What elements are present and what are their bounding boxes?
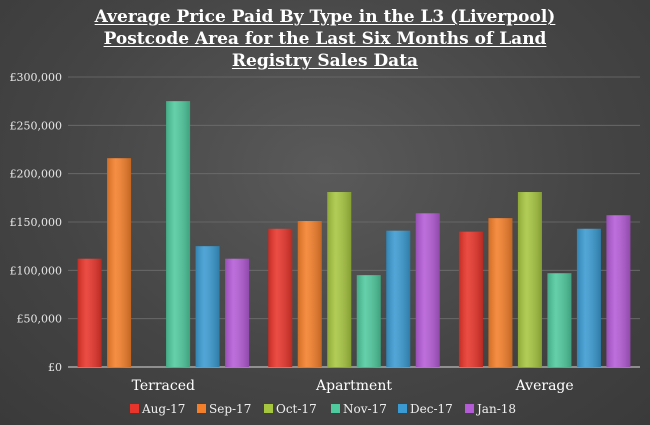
bar-shade bbox=[458, 231, 483, 367]
bar-dec-17-average bbox=[576, 228, 601, 367]
legend-swatch bbox=[398, 404, 407, 413]
bars bbox=[77, 101, 631, 368]
bar-shade bbox=[606, 215, 631, 367]
chart-title: Average Price Paid By Type in the L3 (Li… bbox=[94, 7, 556, 71]
bar-shade bbox=[297, 221, 322, 367]
bar-shade bbox=[547, 273, 572, 367]
bar-nov-17-average bbox=[547, 273, 572, 367]
legend-item: Sep-17 bbox=[197, 402, 251, 416]
bar-oct-17-average bbox=[517, 192, 542, 367]
bar-sep-17-apartment bbox=[297, 221, 322, 367]
bar-nov-17-terraced bbox=[166, 101, 191, 368]
bar-shade bbox=[166, 101, 191, 368]
legend-item: Nov-17 bbox=[331, 402, 387, 416]
bar-shade bbox=[517, 192, 542, 367]
legend-label: Oct-17 bbox=[276, 402, 317, 416]
bar-shade bbox=[576, 228, 601, 367]
category-label: Terraced bbox=[132, 378, 195, 394]
bar-shade bbox=[195, 246, 220, 367]
legend-swatch bbox=[331, 404, 340, 413]
bar-shade bbox=[107, 158, 132, 367]
legend-swatch bbox=[197, 404, 206, 413]
y-tick-label: £150,000 bbox=[10, 216, 63, 229]
bar-shade bbox=[327, 192, 352, 367]
x-axis: Terraced Apartment Average bbox=[132, 378, 574, 394]
y-tick-label: £200,000 bbox=[10, 168, 63, 181]
y-tick-label: £50,000 bbox=[17, 313, 63, 326]
bar-sep-17-average bbox=[488, 218, 513, 367]
gridlines bbox=[68, 76, 640, 368]
legend-label: Jan-18 bbox=[475, 402, 516, 416]
bar-aug-17-average bbox=[458, 231, 483, 367]
category-label: Apartment bbox=[315, 378, 392, 394]
legend-label: Sep-17 bbox=[209, 402, 251, 416]
y-tick-label: £0 bbox=[48, 361, 62, 374]
legend-swatch bbox=[465, 404, 474, 413]
bar-shade bbox=[77, 258, 102, 367]
legend: Aug-17 Sep-17 Oct-17 Nov-17 Dec-17 Jan-18 bbox=[130, 402, 516, 416]
legend-swatch bbox=[130, 404, 139, 413]
bar-shade bbox=[386, 230, 411, 367]
bar-jan-18-terraced bbox=[225, 258, 250, 367]
bar-oct-17-apartment bbox=[327, 192, 352, 367]
bar-shade bbox=[268, 228, 293, 367]
bar-shade bbox=[415, 213, 440, 367]
y-axis: £0 £50,000 £100,000 £150,000 £200,000 £250,00… bbox=[10, 71, 63, 374]
bar-jan-18-apartment bbox=[415, 213, 440, 367]
y-tick-label: £300,000 bbox=[10, 71, 63, 84]
legend-item: Aug-17 bbox=[130, 402, 185, 416]
bar-dec-17-terraced bbox=[195, 246, 220, 367]
bar-jan-18-average bbox=[606, 215, 631, 367]
legend-swatch bbox=[264, 404, 273, 413]
bar-aug-17-apartment bbox=[268, 228, 293, 367]
bar-dec-17-apartment bbox=[386, 230, 411, 367]
bar-shade bbox=[356, 275, 381, 367]
category-label: Average bbox=[515, 378, 574, 394]
bar-sep-17-terraced bbox=[107, 158, 132, 367]
bar-shade bbox=[225, 258, 250, 367]
bar-nov-17-apartment bbox=[356, 275, 381, 367]
legend-item: Oct-17 bbox=[264, 402, 317, 416]
legend-label: Aug-17 bbox=[141, 402, 185, 416]
y-tick-label: £100,000 bbox=[10, 264, 63, 277]
legend-item: Jan-18 bbox=[465, 402, 516, 416]
legend-label: Nov-17 bbox=[343, 402, 387, 416]
y-tick-label: £250,000 bbox=[10, 119, 63, 132]
bar-shade bbox=[488, 218, 513, 367]
bar-aug-17-terraced bbox=[77, 258, 102, 367]
legend-label: Dec-17 bbox=[410, 402, 453, 416]
legend-item: Dec-17 bbox=[398, 402, 453, 416]
